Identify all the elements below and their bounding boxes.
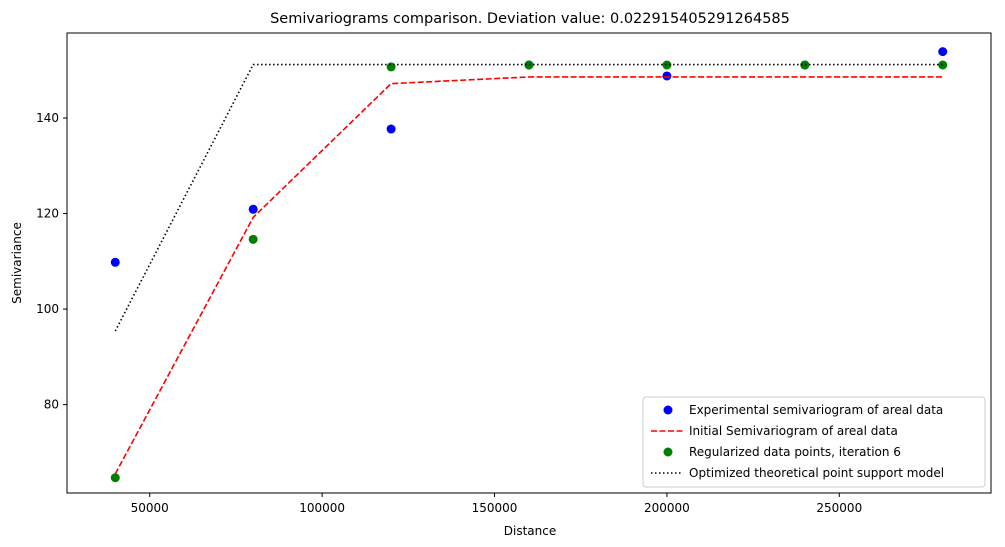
legend-label: Initial Semivariogram of areal data (689, 424, 898, 438)
plot-area (110, 47, 948, 483)
legend-marker (663, 405, 673, 415)
x-tick-label: 50000 (131, 501, 169, 515)
series-2-point (524, 60, 534, 70)
legend-label: Optimized theoretical point support mode… (689, 466, 944, 480)
plot-frame (66, 32, 992, 494)
x-tick-label: 100000 (299, 501, 345, 515)
legend-marker (663, 447, 673, 457)
chart-title: Semivariograms comparison. Deviation val… (270, 11, 790, 27)
y-tick-label: 100 (36, 302, 59, 316)
series-2-point (248, 234, 258, 244)
y-tick-label: 140 (36, 111, 59, 125)
y-axis-label: Semivariance (10, 222, 24, 304)
series-3-line (114, 63, 943, 332)
series-2-point (110, 473, 120, 483)
axis-ticks: 50000 100000 150000 200000 250000 80 100 120 140 (36, 111, 862, 515)
legend-box (642, 396, 986, 488)
legend-label: Regularized data points, iteration 6 (689, 445, 901, 459)
series-2-point (938, 60, 948, 70)
series-2-point (662, 60, 672, 70)
legend-label: Experimental semivariogram of areal data (689, 403, 943, 417)
x-tick-label: 200000 (644, 501, 690, 515)
legend: Experimental semivariogram of areal data… (642, 396, 986, 488)
x-axis-label: Distance (504, 524, 556, 538)
series-0-point (938, 47, 948, 57)
series-0-point (110, 257, 120, 267)
x-tick-label: 150000 (472, 501, 518, 515)
series-1-line (114, 76, 943, 475)
series-0-point (248, 204, 258, 214)
y-tick-label: 120 (36, 207, 59, 221)
series-0-point (386, 124, 396, 134)
y-tick-label: 80 (44, 398, 59, 412)
series-2-point (800, 60, 810, 70)
x-tick-label: 250000 (816, 501, 862, 515)
series-0-point (662, 71, 672, 81)
